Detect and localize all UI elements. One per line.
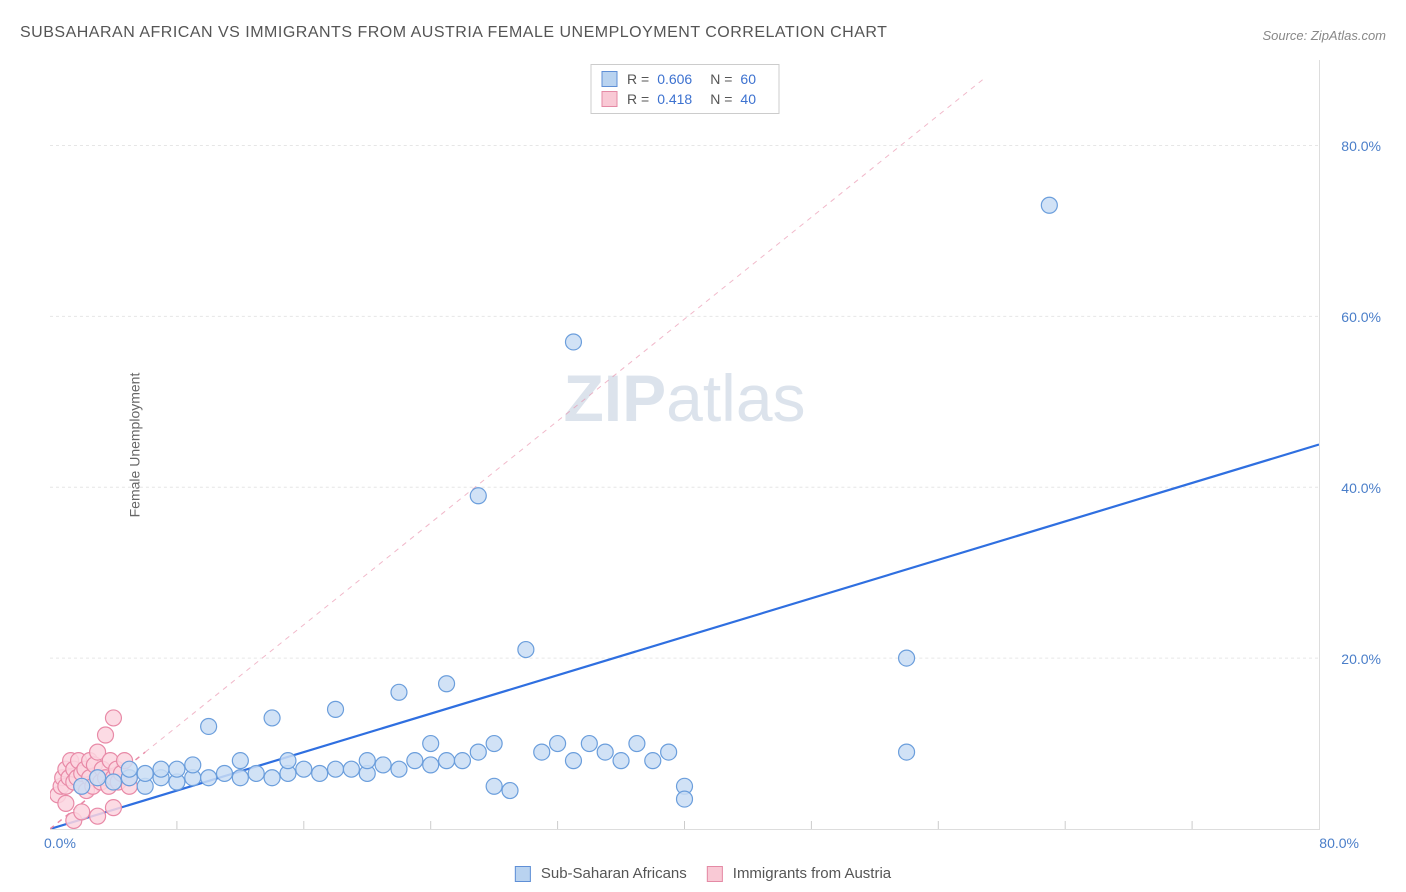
x-axis-min-label: 0.0%	[44, 835, 76, 851]
legend-swatch-pink-icon	[707, 866, 723, 882]
legend-row-blue: R = 0.606 N = 60	[601, 69, 768, 89]
y-tick-label: 20.0%	[1341, 651, 1381, 667]
source-attribution: Source: ZipAtlas.com	[1262, 28, 1386, 43]
legend-swatch-blue-icon	[515, 866, 531, 882]
legend-item-blue: Sub-Saharan Africans	[515, 865, 687, 882]
legend-label: Sub-Saharan Africans	[541, 865, 687, 882]
plot-area: Female Unemployment ZIPatlas 20.0%40.0%6…	[50, 60, 1320, 830]
legend-n-value: 60	[740, 71, 756, 87]
legend-n-label: N =	[710, 91, 732, 107]
legend-correlation-box: R = 0.606 N = 60 R = 0.418 N = 40	[590, 64, 779, 114]
legend-row-pink: R = 0.418 N = 40	[601, 89, 768, 109]
x-axis-max-label: 80.0%	[1319, 835, 1359, 851]
legend-item-pink: Immigrants from Austria	[707, 865, 891, 882]
y-tick-label: 80.0%	[1341, 138, 1381, 154]
legend-n-value: 40	[740, 91, 756, 107]
legend-r-label: R =	[627, 71, 649, 87]
legend-label: Immigrants from Austria	[733, 865, 891, 882]
legend-r-label: R =	[627, 91, 649, 107]
scatter-chart-svg	[50, 60, 1319, 829]
legend-n-label: N =	[710, 71, 732, 87]
y-tick-label: 40.0%	[1341, 480, 1381, 496]
legend-r-value: 0.418	[657, 91, 692, 107]
legend-series: Sub-Saharan Africans Immigrants from Aus…	[515, 865, 891, 882]
chart-title: SUBSAHARAN AFRICAN VS IMMIGRANTS FROM AU…	[20, 24, 887, 42]
legend-r-value: 0.606	[657, 71, 692, 87]
legend-swatch-pink-icon	[601, 91, 617, 107]
legend-swatch-blue-icon	[601, 71, 617, 87]
y-tick-label: 60.0%	[1341, 309, 1381, 325]
